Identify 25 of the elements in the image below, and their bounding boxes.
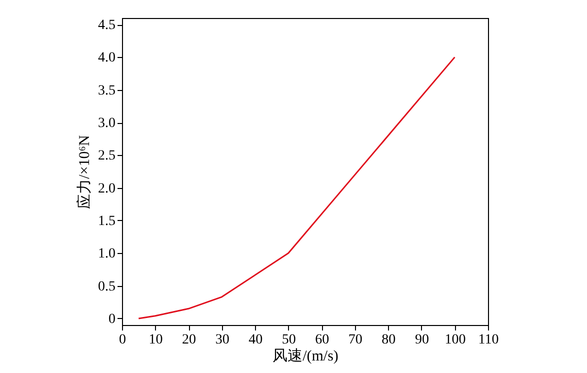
x-tick-label: 50 [282, 332, 296, 348]
y-tick-label: 4.0 [98, 50, 116, 66]
x-tick-label: 70 [348, 332, 362, 348]
x-tick-label: 60 [315, 332, 330, 348]
x-tick-label: 40 [248, 332, 263, 348]
y-tick-label: 4.5 [98, 18, 116, 34]
y-tick-label: 3.5 [98, 83, 116, 98]
y-tick-label: 3.0 [98, 116, 116, 132]
y-tick-label: 1.0 [98, 246, 116, 262]
x-tick-label: 20 [182, 332, 196, 348]
line-series [138, 56, 456, 320]
x-tick-label: 0 [119, 332, 126, 348]
y-tick-label: 0 [108, 312, 116, 327]
x-tick-label: 10 [148, 332, 163, 348]
y-tick-label: 2.0 [98, 181, 116, 196]
x-tick-label: 80 [382, 332, 396, 348]
y-axis-title: 应力/×10⁶N [76, 134, 93, 209]
x-tick-label: 100 [444, 332, 466, 348]
x-tick-label: 90 [414, 332, 429, 348]
x-tick-label: 110 [478, 332, 499, 348]
y-tick-label: 1.5 [98, 214, 116, 229]
y-tick-label: 0.5 [98, 279, 116, 294]
x-tick-label: 30 [215, 332, 230, 348]
y-tick-label: 2.5 [98, 148, 116, 164]
x-axis-title: 风速/(m/s) [272, 348, 338, 364]
